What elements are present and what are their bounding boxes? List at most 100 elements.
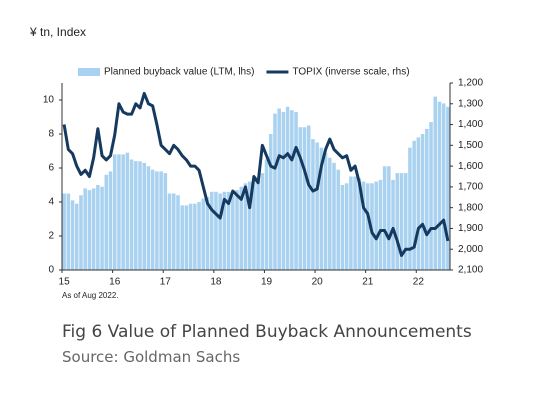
bar: [243, 183, 248, 270]
bar: [129, 159, 134, 270]
y2-tick-label: 1,800: [458, 202, 483, 213]
bar: [205, 196, 210, 270]
bar: [256, 178, 260, 270]
bar: [87, 190, 92, 270]
bar: [62, 193, 66, 270]
bar: [201, 198, 206, 270]
x-tick-label: 17: [160, 277, 172, 288]
bar: [378, 179, 383, 270]
y2-tick-label: 1,200: [458, 78, 483, 89]
bar: [146, 166, 151, 270]
bar: [108, 171, 113, 270]
x-tick-label: 18: [210, 277, 222, 288]
y2-tick-label: 1,900: [458, 223, 483, 234]
axis-label: ¥ tn, Index: [29, 25, 86, 39]
bar: [408, 147, 412, 270]
x-tick-label: 22: [413, 277, 425, 288]
chart: ¥ tn, Index As of Aug 2022. 0 2 4 6 8 10 1,200…: [29, 25, 483, 300]
bar: [222, 191, 227, 270]
y-tick-label: 4: [48, 197, 54, 208]
bar: [91, 188, 96, 270]
bar: [112, 154, 117, 270]
bar: [281, 111, 286, 271]
note: As of Aug 2022.: [62, 291, 119, 300]
bar: [176, 195, 180, 270]
bar: [70, 200, 75, 270]
y2-tick-label: 1,500: [458, 140, 483, 151]
bar: [100, 186, 104, 270]
bar: [357, 178, 362, 270]
bar: [429, 122, 433, 270]
y2-tick-label: 1,600: [458, 161, 483, 172]
y-tick-label: 6: [48, 163, 54, 174]
bar: [294, 111, 298, 271]
bar: [412, 140, 416, 270]
bar: [226, 191, 231, 270]
bar: [218, 193, 222, 270]
bar: [420, 134, 425, 270]
source: Source: Goldman Sachs: [62, 348, 241, 366]
y-tick-label: 10: [43, 95, 55, 106]
bar: [96, 185, 100, 270]
bar: [387, 166, 391, 270]
bar: [268, 134, 273, 270]
y2-tick-label: 1,400: [458, 119, 483, 130]
bar: [264, 159, 269, 270]
y2-tick-label: 2,100: [458, 265, 483, 276]
x-tick-label: 15: [59, 277, 71, 288]
bar: [311, 139, 315, 270]
bar: [353, 176, 357, 270]
bar: [252, 179, 256, 270]
bar: [319, 147, 324, 270]
bar: [180, 205, 184, 270]
bar: [188, 203, 193, 270]
bar: [332, 162, 336, 270]
bar: [171, 193, 176, 270]
bar: [391, 179, 395, 270]
bar: [433, 96, 438, 270]
bar: [374, 181, 378, 270]
x-tick-label: 16: [109, 277, 121, 288]
bar: [437, 101, 442, 270]
bar: [117, 154, 121, 270]
bar: [323, 152, 328, 270]
bar: [273, 113, 277, 270]
bar: [403, 173, 408, 270]
bar: [349, 176, 353, 270]
bar: [361, 181, 366, 270]
bar: [125, 152, 130, 270]
bar: [209, 191, 214, 270]
bar: [344, 183, 349, 270]
y-tick-label: 8: [48, 129, 54, 140]
bar: [290, 110, 294, 270]
bar: [150, 169, 155, 270]
bar: [79, 195, 83, 270]
y-tick-label: 2: [48, 231, 54, 242]
bar: [315, 142, 319, 270]
bar: [239, 186, 244, 270]
line: [62, 91, 450, 257]
bar: [416, 137, 421, 270]
bar: [83, 188, 87, 270]
bar: [214, 191, 218, 270]
bar: [298, 127, 303, 270]
bar: [142, 162, 147, 270]
bar: [138, 161, 142, 270]
bar: [193, 203, 197, 270]
bar: [382, 166, 387, 270]
legend-label: TOPIX (inverse scale, rhs): [292, 67, 409, 78]
bar: [235, 190, 239, 270]
bar: [399, 173, 404, 270]
bar: [336, 169, 341, 270]
bar: [167, 193, 172, 270]
y2-tick-label: 1,700: [458, 182, 483, 193]
x-tick-label: 19: [261, 277, 273, 288]
bar: [395, 173, 400, 270]
bar: [285, 106, 290, 270]
x-tick-label: 21: [362, 277, 374, 288]
bar: [134, 161, 138, 270]
bar: [306, 125, 311, 270]
y2-tick-label: 2,000: [458, 244, 483, 255]
y-tick-label: 0: [48, 265, 54, 276]
